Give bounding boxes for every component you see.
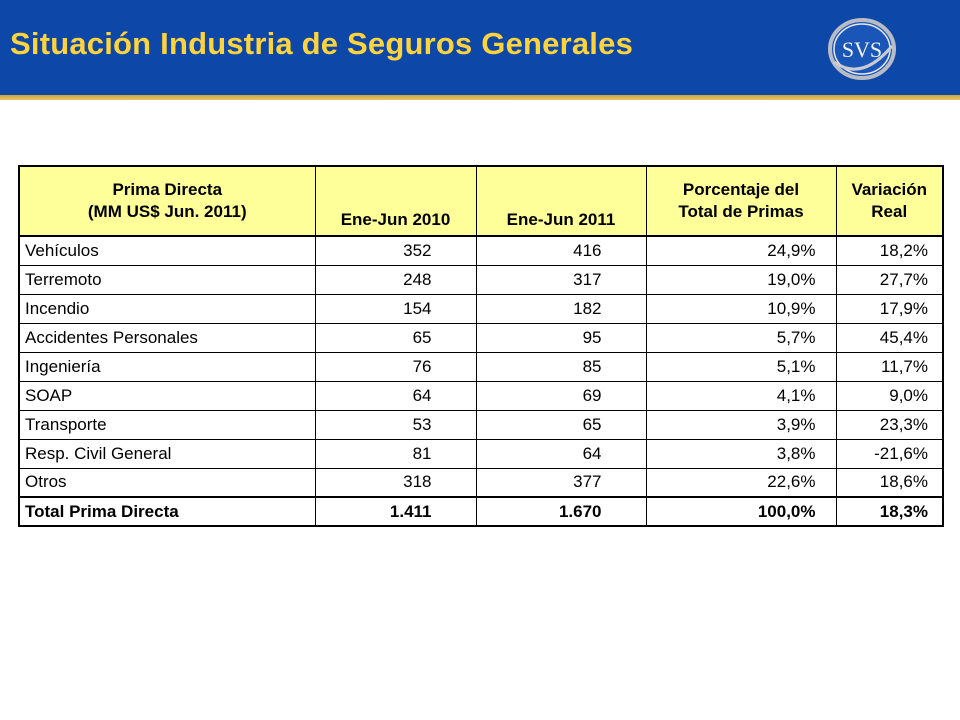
total-row: Total Prima Directa 1.411 1.670 100,0% 1… (18, 496, 944, 527)
share-percent: 22,6% (645, 467, 837, 498)
real-variation: 23,3% (835, 409, 944, 440)
share-percent: 5,1% (645, 351, 837, 382)
row-label: Transporte (18, 409, 316, 440)
table-row: SOAP 64 69 4,1% 9,0% (18, 380, 944, 411)
table-row: Accidentes Personales 65 95 5,7% 45,4% (18, 322, 944, 353)
value-2010: 81 (314, 438, 477, 469)
table-row: Transporte 53 65 3,9% 23,3% (18, 409, 944, 440)
row-label: Ingeniería (18, 351, 316, 382)
total-percent: 100,0% (645, 496, 837, 527)
share-percent: 4,1% (645, 380, 837, 411)
value-2010: 76 (314, 351, 477, 382)
value-2011: 317 (475, 264, 647, 295)
row-label: Terremoto (18, 264, 316, 295)
page-title: Situación Industria de Seguros Generales (10, 26, 634, 61)
header-divider (0, 95, 960, 100)
value-2010: 248 (314, 264, 477, 295)
table-row: Otros 318 377 22,6% 18,6% (18, 467, 944, 498)
share-percent: 3,9% (645, 409, 837, 440)
value-2010: 154 (314, 293, 477, 324)
row-label: Incendio (18, 293, 316, 324)
value-2010: 64 (314, 380, 477, 411)
value-2011: 95 (475, 322, 647, 353)
header-bar: Situación Industria de Seguros Generales… (0, 0, 960, 95)
real-variation: 11,7% (835, 351, 944, 382)
row-label: Resp. Civil General (18, 438, 316, 469)
value-2011: 64 (475, 438, 647, 469)
real-variation: 18,2% (835, 235, 944, 266)
share-percent: 24,9% (645, 235, 837, 266)
table-header-row: Prima Directa (MM US$ Jun. 2011) Ene-Jun… (18, 165, 944, 237)
real-variation: 17,9% (835, 293, 944, 324)
table-row: Incendio 154 182 10,9% 17,9% (18, 293, 944, 324)
value-2011: 416 (475, 235, 647, 266)
real-variation: 27,7% (835, 264, 944, 295)
value-2010: 53 (314, 409, 477, 440)
value-2010: 352 (314, 235, 477, 266)
logo-text: SVS (842, 37, 882, 62)
real-variation: 9,0% (835, 380, 944, 411)
premium-table: Prima Directa (MM US$ Jun. 2011) Ene-Jun… (18, 165, 944, 527)
share-percent: 5,7% (645, 322, 837, 353)
value-2011: 377 (475, 467, 647, 498)
header-ene-jun-2011: Ene-Jun 2011 (475, 165, 647, 237)
real-variation: 45,4% (835, 322, 944, 353)
table-row: Ingeniería 76 85 5,1% 11,7% (18, 351, 944, 382)
header-ene-jun-2010: Ene-Jun 2010 (314, 165, 477, 237)
real-variation: -21,6% (835, 438, 944, 469)
row-label: Vehículos (18, 235, 316, 266)
real-variation: 18,6% (835, 467, 944, 498)
share-percent: 10,9% (645, 293, 837, 324)
header-porcentaje: Porcentaje del Total de Primas (645, 165, 837, 237)
total-2010: 1.411 (314, 496, 477, 527)
svs-logo: SVS (828, 18, 896, 80)
table-row: Vehículos 352 416 24,9% 18,2% (18, 235, 944, 266)
value-2010: 318 (314, 467, 477, 498)
header-prima-directa: Prima Directa (MM US$ Jun. 2011) (18, 165, 316, 237)
value-2011: 182 (475, 293, 647, 324)
table-row: Terremoto 248 317 19,0% 27,7% (18, 264, 944, 295)
total-label: Total Prima Directa (18, 496, 316, 527)
table-row: Resp. Civil General 81 64 3,8% -21,6% (18, 438, 944, 469)
header-variacion-real: Variación Real (835, 165, 944, 237)
total-2011: 1.670 (475, 496, 647, 527)
total-variation: 18,3% (835, 496, 944, 527)
value-2011: 85 (475, 351, 647, 382)
share-percent: 19,0% (645, 264, 837, 295)
row-label: Accidentes Personales (18, 322, 316, 353)
value-2011: 69 (475, 380, 647, 411)
value-2010: 65 (314, 322, 477, 353)
share-percent: 3,8% (645, 438, 837, 469)
value-2011: 65 (475, 409, 647, 440)
row-label: SOAP (18, 380, 316, 411)
premium-table-container: Prima Directa (MM US$ Jun. 2011) Ene-Jun… (18, 165, 944, 527)
row-label: Otros (18, 467, 316, 498)
